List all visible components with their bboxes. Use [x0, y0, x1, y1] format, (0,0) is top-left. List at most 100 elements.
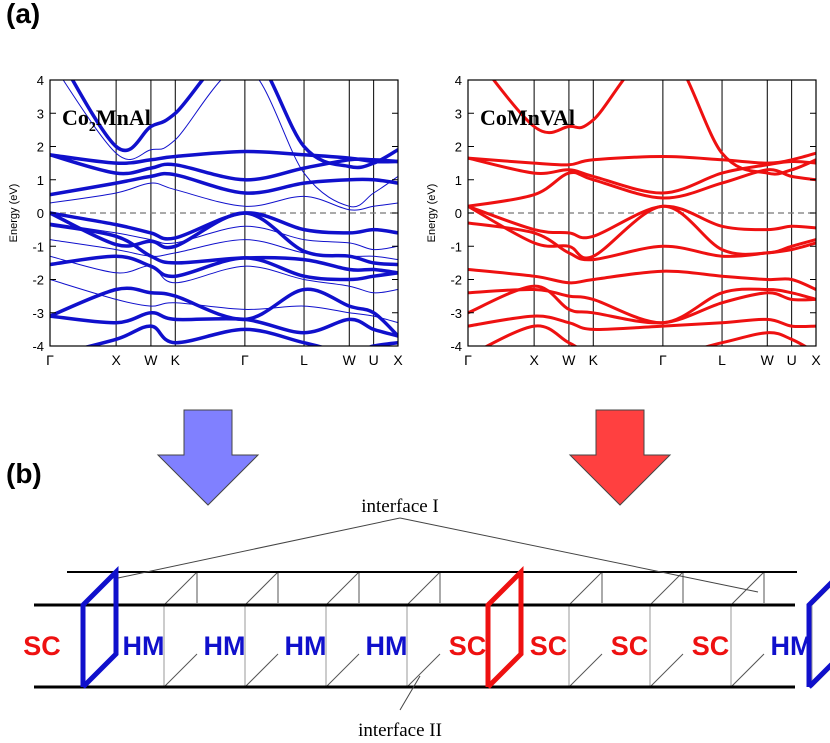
cell-label-5: SC	[449, 631, 487, 661]
left-band-2	[50, 171, 398, 197]
cell-boundary-diagonal	[406, 571, 441, 606]
left-kpoint-label: L	[300, 352, 308, 368]
cell-boundary-diagonal	[568, 571, 603, 606]
right-ytick-label: 4	[455, 73, 462, 88]
left-ytick-label: 3	[37, 106, 44, 121]
left-ytick-label: -1	[32, 239, 44, 254]
right-band-10	[484, 324, 808, 346]
right-kpoint-label: W	[562, 352, 576, 368]
right-kpoint-label: Γ	[464, 352, 472, 368]
cell-boundary-diagonal	[244, 653, 279, 688]
left-kpoint-label: X	[111, 352, 121, 368]
left-kpoint-label: Γ	[46, 352, 54, 368]
right-band-1	[468, 156, 816, 195]
left-band-1	[50, 153, 398, 182]
left-ytick-label: 2	[37, 140, 44, 155]
right-kpoint-label: K	[589, 352, 599, 368]
right-ytick-label: -4	[450, 339, 462, 354]
cell-label-8: SC	[692, 631, 730, 661]
right-ytick-label: 1	[455, 173, 462, 188]
cell-boundary-diagonal	[163, 571, 198, 606]
interface-hm-left	[80, 565, 119, 689]
left-band-14	[50, 279, 398, 324]
cell-boundary-diagonal	[649, 571, 684, 606]
right-ylabel: Energy (eV)	[426, 184, 438, 243]
left-kpoint-label: Γ	[241, 352, 249, 368]
interface-i-label: interface I	[361, 496, 439, 517]
interface-ii-label: interface II	[358, 720, 442, 741]
right-kpoint-label: U	[787, 352, 797, 368]
right-kpoint-label: X	[529, 352, 539, 368]
cell-boundary-diagonal	[244, 571, 279, 606]
left-band-13	[50, 255, 398, 294]
right-band-3	[468, 204, 816, 240]
arrow-left	[156, 409, 260, 506]
interface-sc-middle	[485, 565, 524, 689]
panel-label-b: (b)	[6, 458, 42, 489]
left-kpoint-label: U	[369, 352, 379, 368]
left-kpoint-label: K	[171, 352, 181, 368]
left-band-8	[50, 311, 398, 338]
left-bands	[50, 80, 398, 346]
left-kpoint-label: X	[393, 352, 403, 368]
right-band-11	[491, 80, 816, 176]
cell-boundary-diagonal	[730, 571, 765, 606]
cell-label-7: SC	[611, 631, 649, 661]
left-band-12	[50, 239, 398, 261]
left-ytick-label: 4	[37, 73, 44, 88]
cell-label-6: SC	[530, 631, 568, 661]
cell-label-2: HM	[204, 631, 246, 661]
interface-hm-right	[806, 580, 830, 689]
left-title: Co2MnAl	[62, 105, 151, 135]
interface-ii-leader	[399, 675, 421, 711]
left-band-15	[50, 182, 398, 211]
right-bands	[468, 80, 816, 346]
right-band-9	[468, 314, 816, 331]
cell-label-9: HM	[771, 631, 813, 661]
left-ytick-label: -3	[32, 306, 44, 321]
left-band-4	[50, 211, 398, 267]
left-ytick-label: -2	[32, 273, 44, 288]
cell-boundary-diagonal	[163, 653, 198, 688]
left-ytick-label: -4	[32, 339, 44, 354]
left-ytick-label: 0	[37, 206, 44, 221]
cell-boundary-diagonal	[406, 653, 441, 688]
right-band-2	[468, 168, 816, 208]
left-kpoint-label: W	[343, 352, 357, 368]
cell-boundary-diagonal	[325, 653, 360, 688]
cell-boundary-diagonal	[649, 653, 684, 688]
cell-boundary-diagonal	[730, 653, 765, 688]
right-kpoint-label: L	[718, 352, 726, 368]
interface-i-leader-right	[399, 517, 759, 593]
left-band-9	[83, 324, 398, 346]
right-band-5	[468, 221, 816, 262]
left-ylabel: Energy (eV)	[8, 184, 20, 243]
interface-i-leader-left	[117, 517, 401, 579]
right-ytick-label: 0	[455, 206, 462, 221]
left-band-6	[50, 254, 398, 282]
cell-boundary-diagonal	[325, 571, 360, 606]
right-band-8	[468, 284, 816, 325]
cell-boundary-diagonal	[568, 653, 603, 688]
arrow-right	[568, 409, 672, 506]
left-band-16	[62, 80, 398, 208]
right-ytick-label: -2	[450, 273, 462, 288]
right-ytick-label: -1	[450, 239, 462, 254]
right-kpoint-label: W	[761, 352, 775, 368]
right-ytick-label: 2	[455, 140, 462, 155]
right-band-0	[468, 151, 816, 167]
right-title: CoMnVAl	[480, 105, 575, 130]
right-band-4	[468, 204, 816, 260]
superlattice-diagram: SC HM HM HM HM SC SC SC SC HM interface I interface…	[23, 409, 830, 741]
cell-label-4: HM	[366, 631, 408, 661]
right-kpoint-label: Γ	[659, 352, 667, 368]
left-kpoint-label: W	[144, 352, 158, 368]
left-band-10	[70, 80, 398, 170]
right-ytick-label: 3	[455, 106, 462, 121]
left-ytick-label: 1	[37, 173, 44, 188]
left-band-11	[50, 222, 398, 251]
cell-label-1: HM	[123, 631, 165, 661]
